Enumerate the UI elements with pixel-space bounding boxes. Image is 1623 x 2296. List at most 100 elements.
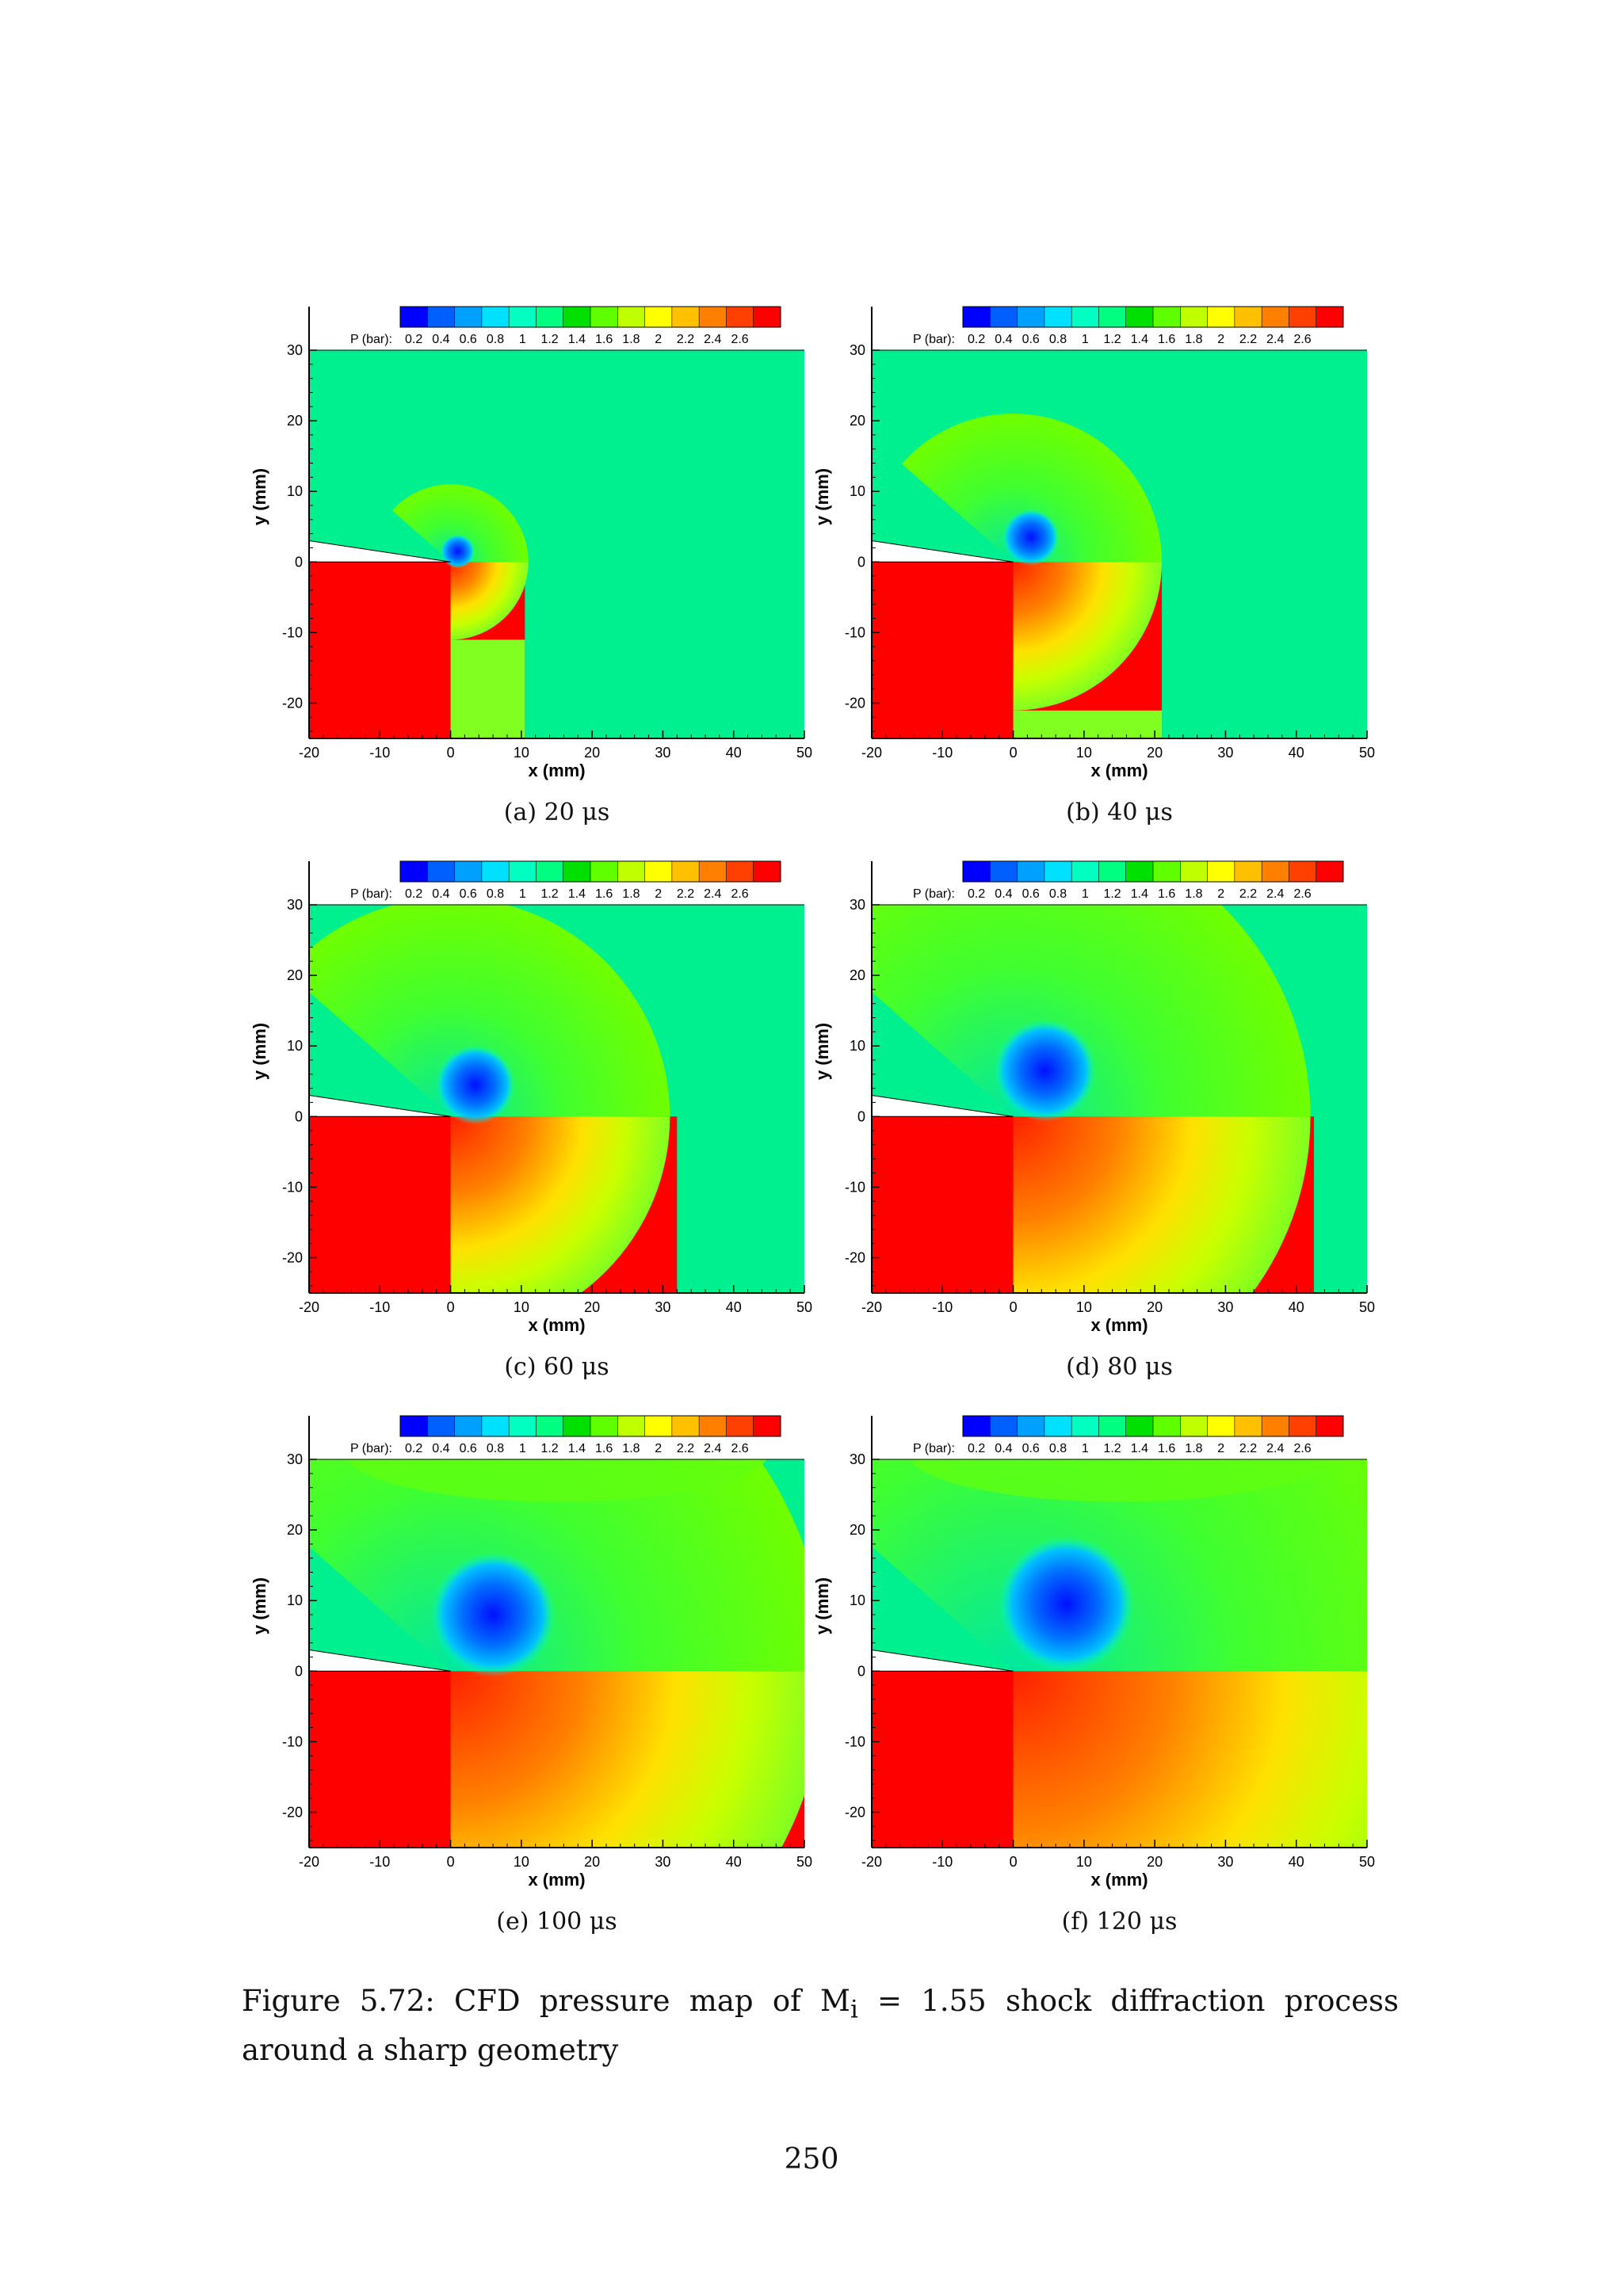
y-tick-label: -10: [282, 1733, 303, 1749]
diffracted-region-lower: [1013, 1671, 1367, 1848]
vortex: [441, 534, 475, 569]
pressure-map-chart: -20 -10 0 10 20 30 40 50 -20 -10 0 10 20 30 x (mm) y (m…: [250, 860, 812, 1335]
colorbar-swatch: [963, 307, 991, 327]
panel-caption: (d) 80 μs: [1066, 1353, 1173, 1381]
colorbar-swatch: [671, 861, 700, 882]
x-tick-label: -20: [861, 1854, 882, 1870]
colorbar-tick-label: 1.4: [568, 333, 586, 346]
colorbar-tick-label: 0.4: [432, 1442, 449, 1455]
y-tick-label: -10: [282, 1179, 303, 1195]
colorbar-tick-label: 2.4: [704, 1442, 721, 1455]
x-tick-label: 50: [1359, 1854, 1375, 1870]
colorbar-tick-label: 1.4: [1131, 887, 1148, 901]
y-tick-label: 10: [287, 1592, 303, 1608]
reflected-wave: [346, 1459, 767, 1502]
colorbar-swatch: [563, 307, 591, 327]
diffracted-region-upper: [309, 905, 670, 1117]
colorbar-tick-label: 1.6: [595, 887, 613, 901]
y-tick-label: 20: [850, 967, 865, 983]
colorbar-tick-label: 2.4: [704, 887, 721, 901]
x-tick-label: -20: [299, 745, 319, 761]
pressure-map-panel: -20 -10 0 10 20 30 40 50 -20 -10 0 10 20 30 x (mm) y (m…: [242, 1415, 812, 1949]
colorbar-swatch: [1125, 307, 1154, 327]
colorbar-swatch: [1316, 307, 1344, 327]
colorbar-swatch: [963, 1416, 991, 1436]
y-axis-label: y (mm): [250, 1577, 269, 1634]
colorbar-tick-label: 1.8: [622, 887, 640, 901]
colorbar-tick-label: 1.8: [622, 1442, 640, 1455]
wedge-geometry: [872, 540, 1014, 563]
panel-caption: (b) 40 μs: [1066, 799, 1173, 826]
y-tick-label: -20: [282, 1804, 303, 1820]
panel-caption: (e) 100 μs: [496, 1908, 617, 1936]
colorbar-swatch: [1044, 307, 1072, 327]
colorbar-tick-label: 0.4: [432, 887, 449, 901]
colorbar-swatch: [1180, 307, 1209, 327]
colorbar-swatch: [400, 307, 428, 327]
colorbar-tick-label: 2: [1217, 887, 1224, 901]
pressure-map-chart: -20 -10 0 10 20 30 40 50 -20 -10 0 10 20 30 x (mm) y (m…: [812, 306, 1375, 780]
colorbar-title: P (bar):: [913, 333, 955, 346]
colorbar-swatch: [454, 1416, 483, 1436]
x-tick-label: -20: [861, 1299, 882, 1315]
colorbar-swatch: [1071, 307, 1099, 327]
diffracted-region-lower: [450, 1116, 670, 1293]
colorbar-tick-label: 0.4: [995, 887, 1012, 901]
colorbar-tick-label: 1.6: [1158, 1442, 1175, 1455]
colorbar-swatch: [1180, 1416, 1209, 1436]
reflected-wave: [909, 1459, 1330, 1502]
y-tick-label: -20: [845, 1804, 865, 1820]
colorbar-swatch: [1262, 1416, 1289, 1436]
colorbar-swatch: [427, 861, 456, 882]
x-tick-label: 30: [1217, 1299, 1233, 1315]
vortex: [435, 1045, 515, 1125]
y-tick-label: 10: [287, 1038, 303, 1054]
colorbar-tick-label: 2.4: [1266, 1442, 1284, 1455]
colorbar-swatch: [590, 861, 618, 882]
colorbar-tick-label: 1: [1082, 1442, 1089, 1455]
x-tick-label: 10: [1076, 1299, 1092, 1315]
diffracted-region-upper: [391, 484, 529, 563]
y-axis-label: y (mm): [812, 1577, 832, 1634]
colorbar-tick-label: 0.4: [995, 1442, 1012, 1455]
x-tick-label: 20: [1147, 1299, 1163, 1315]
colorbar-tick-label: 0.2: [405, 1442, 422, 1455]
colorbar-tick-label: 0.6: [1022, 1442, 1040, 1455]
colorbar-swatch: [481, 307, 510, 327]
x-tick-label: 50: [796, 1299, 812, 1315]
colorbar-swatch: [1017, 1416, 1045, 1436]
colorbar-swatch: [1098, 861, 1127, 882]
x-tick-label: 0: [447, 745, 455, 761]
colorbar-tick-label: 0.6: [460, 887, 477, 901]
colorbar-swatch: [617, 307, 646, 327]
colorbar-tick-label: 0.6: [460, 1442, 477, 1455]
colorbar-swatch: [644, 1416, 673, 1436]
colorbar-swatch: [753, 861, 781, 882]
vortex: [1002, 509, 1060, 566]
colorbar-swatch: [1316, 861, 1344, 882]
colorbar-tick-label: 0.8: [487, 1442, 504, 1455]
colorbar-swatch: [1207, 1416, 1235, 1436]
colorbar-tick-label: 2.4: [1266, 333, 1284, 346]
colorbar-tick-label: 1.2: [1103, 1442, 1121, 1455]
colorbar-swatch: [1071, 1416, 1099, 1436]
wedge-geometry: [309, 540, 451, 563]
colorbar-tick-label: 2.2: [1239, 887, 1257, 901]
colorbar-tick-label: 2.2: [677, 887, 694, 901]
colorbar-swatch: [990, 1416, 1018, 1436]
x-tick-label: 40: [726, 745, 742, 761]
pressure-map-panel: -20 -10 0 10 20 30 40 50 -20 -10 0 10 20 30 x (mm) y (m…: [804, 860, 1375, 1394]
x-tick-label: 50: [796, 1854, 812, 1870]
x-tick-label: -10: [932, 745, 953, 761]
colorbar-tick-label: 2.2: [677, 1442, 694, 1455]
colorbar-swatch: [427, 307, 456, 327]
colorbar-swatch: [1262, 307, 1289, 327]
colorbar-swatch: [617, 1416, 646, 1436]
colorbar-tick-label: 2.4: [704, 333, 721, 346]
colorbar-swatch: [726, 1416, 754, 1436]
panel-caption: (c) 60 μs: [504, 1353, 609, 1381]
x-tick-label: 10: [514, 1299, 529, 1315]
page-number: 250: [784, 2143, 839, 2176]
colorbar-tick-label: 1: [1082, 887, 1089, 901]
colorbar-swatch: [1098, 1416, 1127, 1436]
